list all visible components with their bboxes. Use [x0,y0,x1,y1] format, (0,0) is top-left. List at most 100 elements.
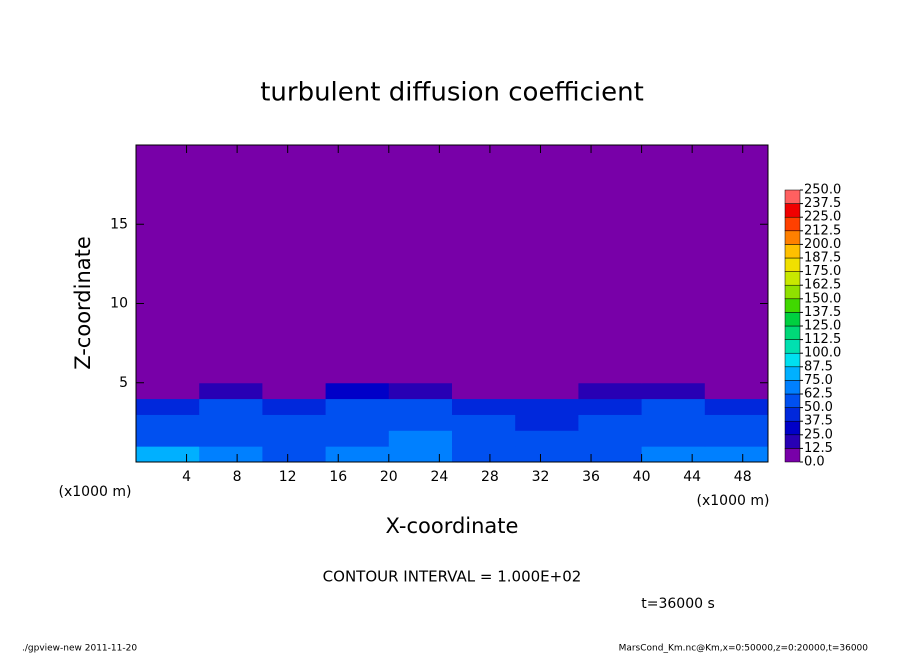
field-cell [136,145,200,384]
x-tick-label: 4 [182,469,191,485]
colorbar-box [784,352,801,368]
field-cell [452,382,516,400]
field-cell [641,382,706,400]
colorbar-label: 187.5 [804,251,841,266]
colorbar-label: 150.0 [804,291,841,306]
field-cell [578,446,643,463]
field-cell [325,430,390,447]
field-cell [262,414,327,431]
field-cell [515,145,579,384]
field-cell [388,430,453,447]
chart-title: turbulent diffusion coefficient [260,78,644,108]
x-tick-label: 20 [380,469,398,485]
colorbar-label: 12.5 [804,441,833,456]
field-cell [262,145,327,384]
colorbar-label: 0.0 [804,455,825,470]
colorbar-label: 237.5 [804,196,841,211]
colorbar-box [784,244,801,259]
field-cell [388,382,453,400]
field-cell [578,398,643,415]
colorbar-label: 62.5 [804,387,833,402]
colorbar-label: 112.5 [804,332,841,347]
field-cell [199,446,263,463]
field-cell [704,414,769,431]
field-cell [704,382,769,400]
colorbar-box [784,366,801,381]
colorbar-box [784,339,801,354]
field-cell [136,382,200,400]
colorbar-label: 250.0 [804,183,841,198]
field-cell [136,414,200,431]
field-cell [388,446,453,463]
field-cell [452,414,516,431]
colorbar-label: 162.5 [804,278,841,293]
colorbar-box [784,189,801,204]
x-tick-label: 32 [532,469,550,485]
field-cell [452,398,516,415]
field-cell [262,398,327,415]
field-cell [136,446,200,463]
x-tick-label: 36 [582,469,600,485]
colorbar-label: 212.5 [804,223,841,238]
y-axis-label: Z-coordinate [71,236,95,370]
x-tick-label: 48 [734,469,752,485]
field-cell [704,446,769,463]
contour-interval: CONTOUR INTERVAL = 1.000E+02 [323,568,582,586]
time-label: t=36000 s [641,596,715,612]
field-cell [578,414,643,431]
field-cell [199,382,263,400]
colorbar-label: 125.0 [804,319,841,334]
field-cell [199,430,263,447]
x-unit: (x1000 m) [697,493,770,509]
colorbar-box [784,407,801,422]
field-cell [388,145,453,384]
colorbar-label: 37.5 [804,414,833,429]
colorbar-box [784,257,801,272]
x-axis-label: X-coordinate [386,514,519,538]
colorbar-label: 225.0 [804,210,841,225]
field-cell [515,430,579,447]
field-cell [515,382,579,400]
field-cell [515,446,579,463]
field-cell [515,414,579,431]
colorbar-box [784,312,801,327]
field-cell [452,446,516,463]
colorbar-label: 25.0 [804,427,833,442]
field-cell [136,398,200,415]
colorbar-box [784,298,801,313]
field-cell [136,430,200,447]
colorbar-label: 75.0 [804,373,833,388]
footer-left: ./gpview-new 2011-11-20 [22,644,137,654]
colorbar-box [784,393,801,408]
colorbar-box [784,203,801,218]
x-tick-label: 44 [683,469,701,485]
field-cell [641,145,706,384]
field-cell [452,430,516,447]
y-tick-label: 5 [119,375,128,391]
colorbar-box [784,420,801,436]
colorbar-label: 200.0 [804,237,841,252]
field-cell [388,398,453,415]
x-tick-label: 24 [430,469,448,485]
field-cell [578,430,643,447]
colorbar-label: 50.0 [804,400,833,415]
field-cell [325,382,390,400]
field-cell [388,414,453,431]
colorbar-label: 100.0 [804,346,841,361]
field-cell [704,145,769,384]
field-cell [262,430,327,447]
colorbar-box [784,448,801,463]
colorbar-box [784,216,801,232]
y-tick-label: 15 [110,216,128,232]
x-tick-label: 40 [633,469,651,485]
field-cell [641,414,706,431]
field-cell [199,414,263,431]
x-tick-label: 28 [481,469,499,485]
field-cell [325,446,390,463]
colorbar-box [784,380,801,395]
colorbar-box [784,284,801,300]
field-cell [641,430,706,447]
colorbar-box [784,434,801,449]
field-cell [262,382,327,400]
